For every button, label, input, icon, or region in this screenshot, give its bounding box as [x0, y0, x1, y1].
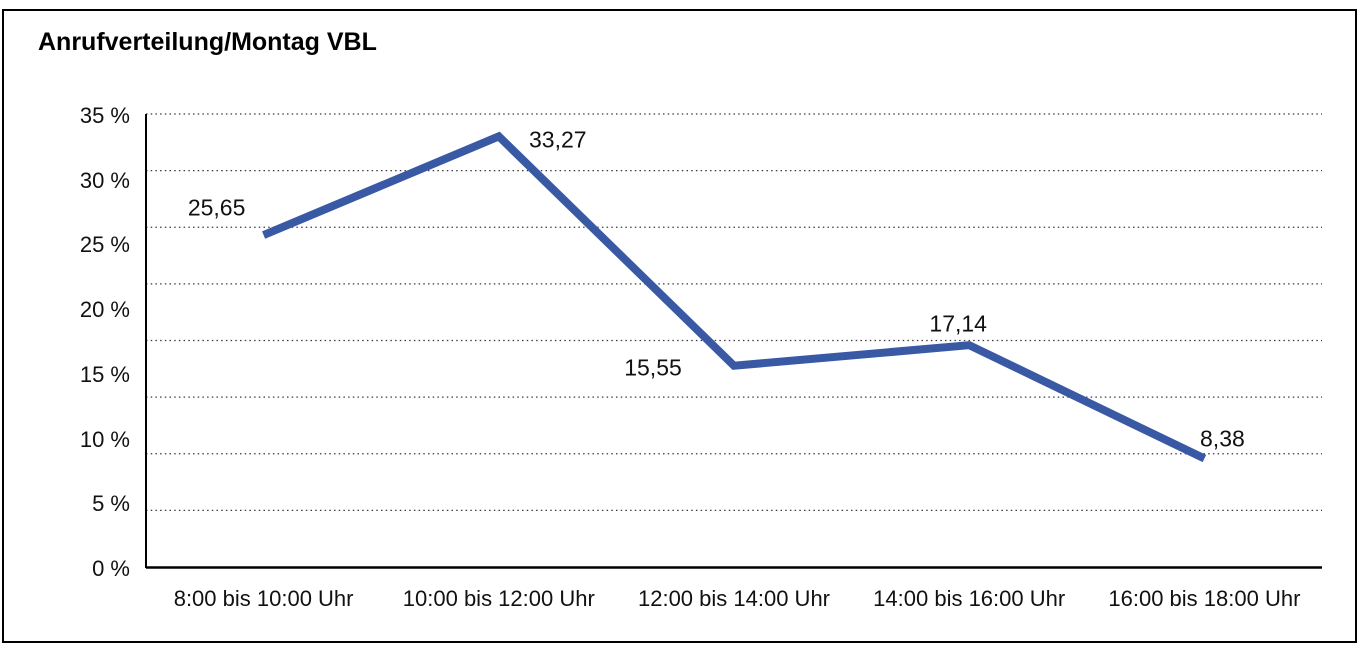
y-axis-tick-label: 10 % [79, 426, 130, 452]
y-axis-tick-label: 5 % [92, 491, 130, 517]
y-axis-tick-label: 0 % [92, 556, 130, 581]
data-line [262, 131, 1207, 463]
y-axis-tick-label: 35 % [79, 103, 130, 128]
y-axis-tick-label: 30 % [79, 167, 130, 193]
x-axis-category-label: 14:00 bis 16:00 Uhr [873, 586, 1066, 611]
x-axis-category-label: 12:00 bis 14:00 Uhr [637, 586, 831, 611]
data-point-label: 15,55 [624, 354, 682, 381]
data-point-label: 33,27 [529, 126, 587, 153]
y-axis-tick-label: 15 % [79, 361, 130, 387]
y-axis-tick-label: 20 % [79, 297, 130, 323]
data-point-label: 8,38 [1200, 425, 1245, 452]
y-axis-tick-label: 25 % [79, 232, 130, 258]
x-axis-category-label: 10:00 bis 12:00 Uhr [402, 586, 595, 611]
x-axis-category-label: 8:00 bis 10:00 Uhr [173, 586, 354, 611]
data-point-label: 25,65 [187, 194, 246, 221]
x-axis-category-label: 16:00 bis 18:00 Uhr [1108, 586, 1301, 611]
chart-title: Anrufverteilung/Montag VBL [38, 28, 377, 56]
data-point-label: 17,14 [929, 310, 987, 337]
